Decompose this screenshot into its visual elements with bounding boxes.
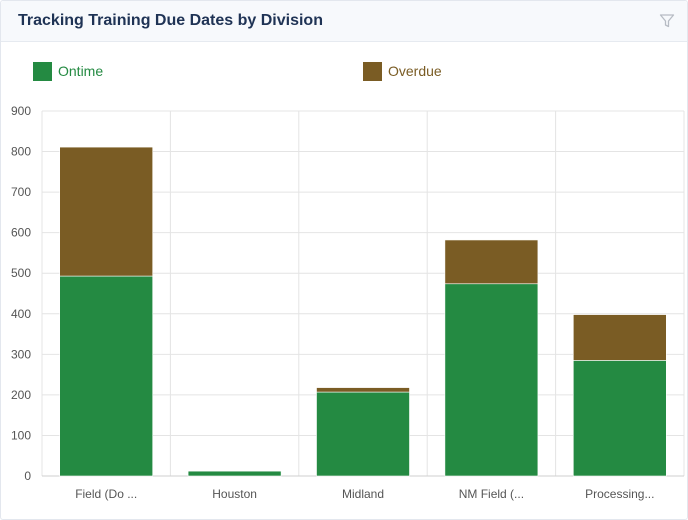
legend-item-overdue[interactable]: Overdue: [363, 61, 442, 81]
bar-overdue-0: [59, 146, 154, 277]
y-tick-label: 200: [11, 388, 31, 402]
x-tick-label: Field (Do ...: [75, 487, 137, 501]
chart-title: Tracking Training Due Dates by Division: [18, 12, 323, 29]
bar-ontime-1: [187, 470, 282, 477]
x-tick-label: Processing...: [585, 487, 654, 501]
bar-ontime-4: [572, 360, 667, 477]
bar-ontime-0: [59, 275, 154, 477]
filter-icon[interactable]: [659, 13, 675, 29]
y-tick-label: 800: [11, 145, 31, 159]
x-tick-label: NM Field (...: [459, 487, 524, 501]
x-tick-label: Midland: [342, 487, 384, 501]
bar-ontime-2: [316, 391, 410, 477]
card-header: Tracking Training Due Dates by Division: [1, 1, 687, 42]
bar-ontime-3: [444, 283, 539, 477]
y-tick-label: 300: [11, 347, 31, 361]
legend-item-ontime[interactable]: Ontime: [33, 61, 103, 81]
y-tick-label: 600: [11, 226, 31, 240]
bar-overdue-4: [572, 314, 667, 361]
legend-swatch-overdue: [363, 61, 382, 81]
legend-swatch-ontime: [33, 61, 52, 81]
y-tick-label: 700: [11, 185, 31, 199]
y-tick-label: 900: [11, 104, 31, 118]
y-tick-label: 100: [11, 428, 31, 442]
y-tick-label: 400: [11, 307, 31, 321]
legend-label-overdue: Overdue: [388, 63, 442, 79]
y-tick-label: 500: [11, 266, 31, 280]
legend-label-ontime: Ontime: [58, 63, 104, 79]
bar-overdue-2: [316, 387, 410, 393]
x-tick-label: Houston: [212, 487, 257, 501]
y-tick-label: 0: [24, 469, 31, 483]
bar-overdue-3: [444, 239, 539, 285]
